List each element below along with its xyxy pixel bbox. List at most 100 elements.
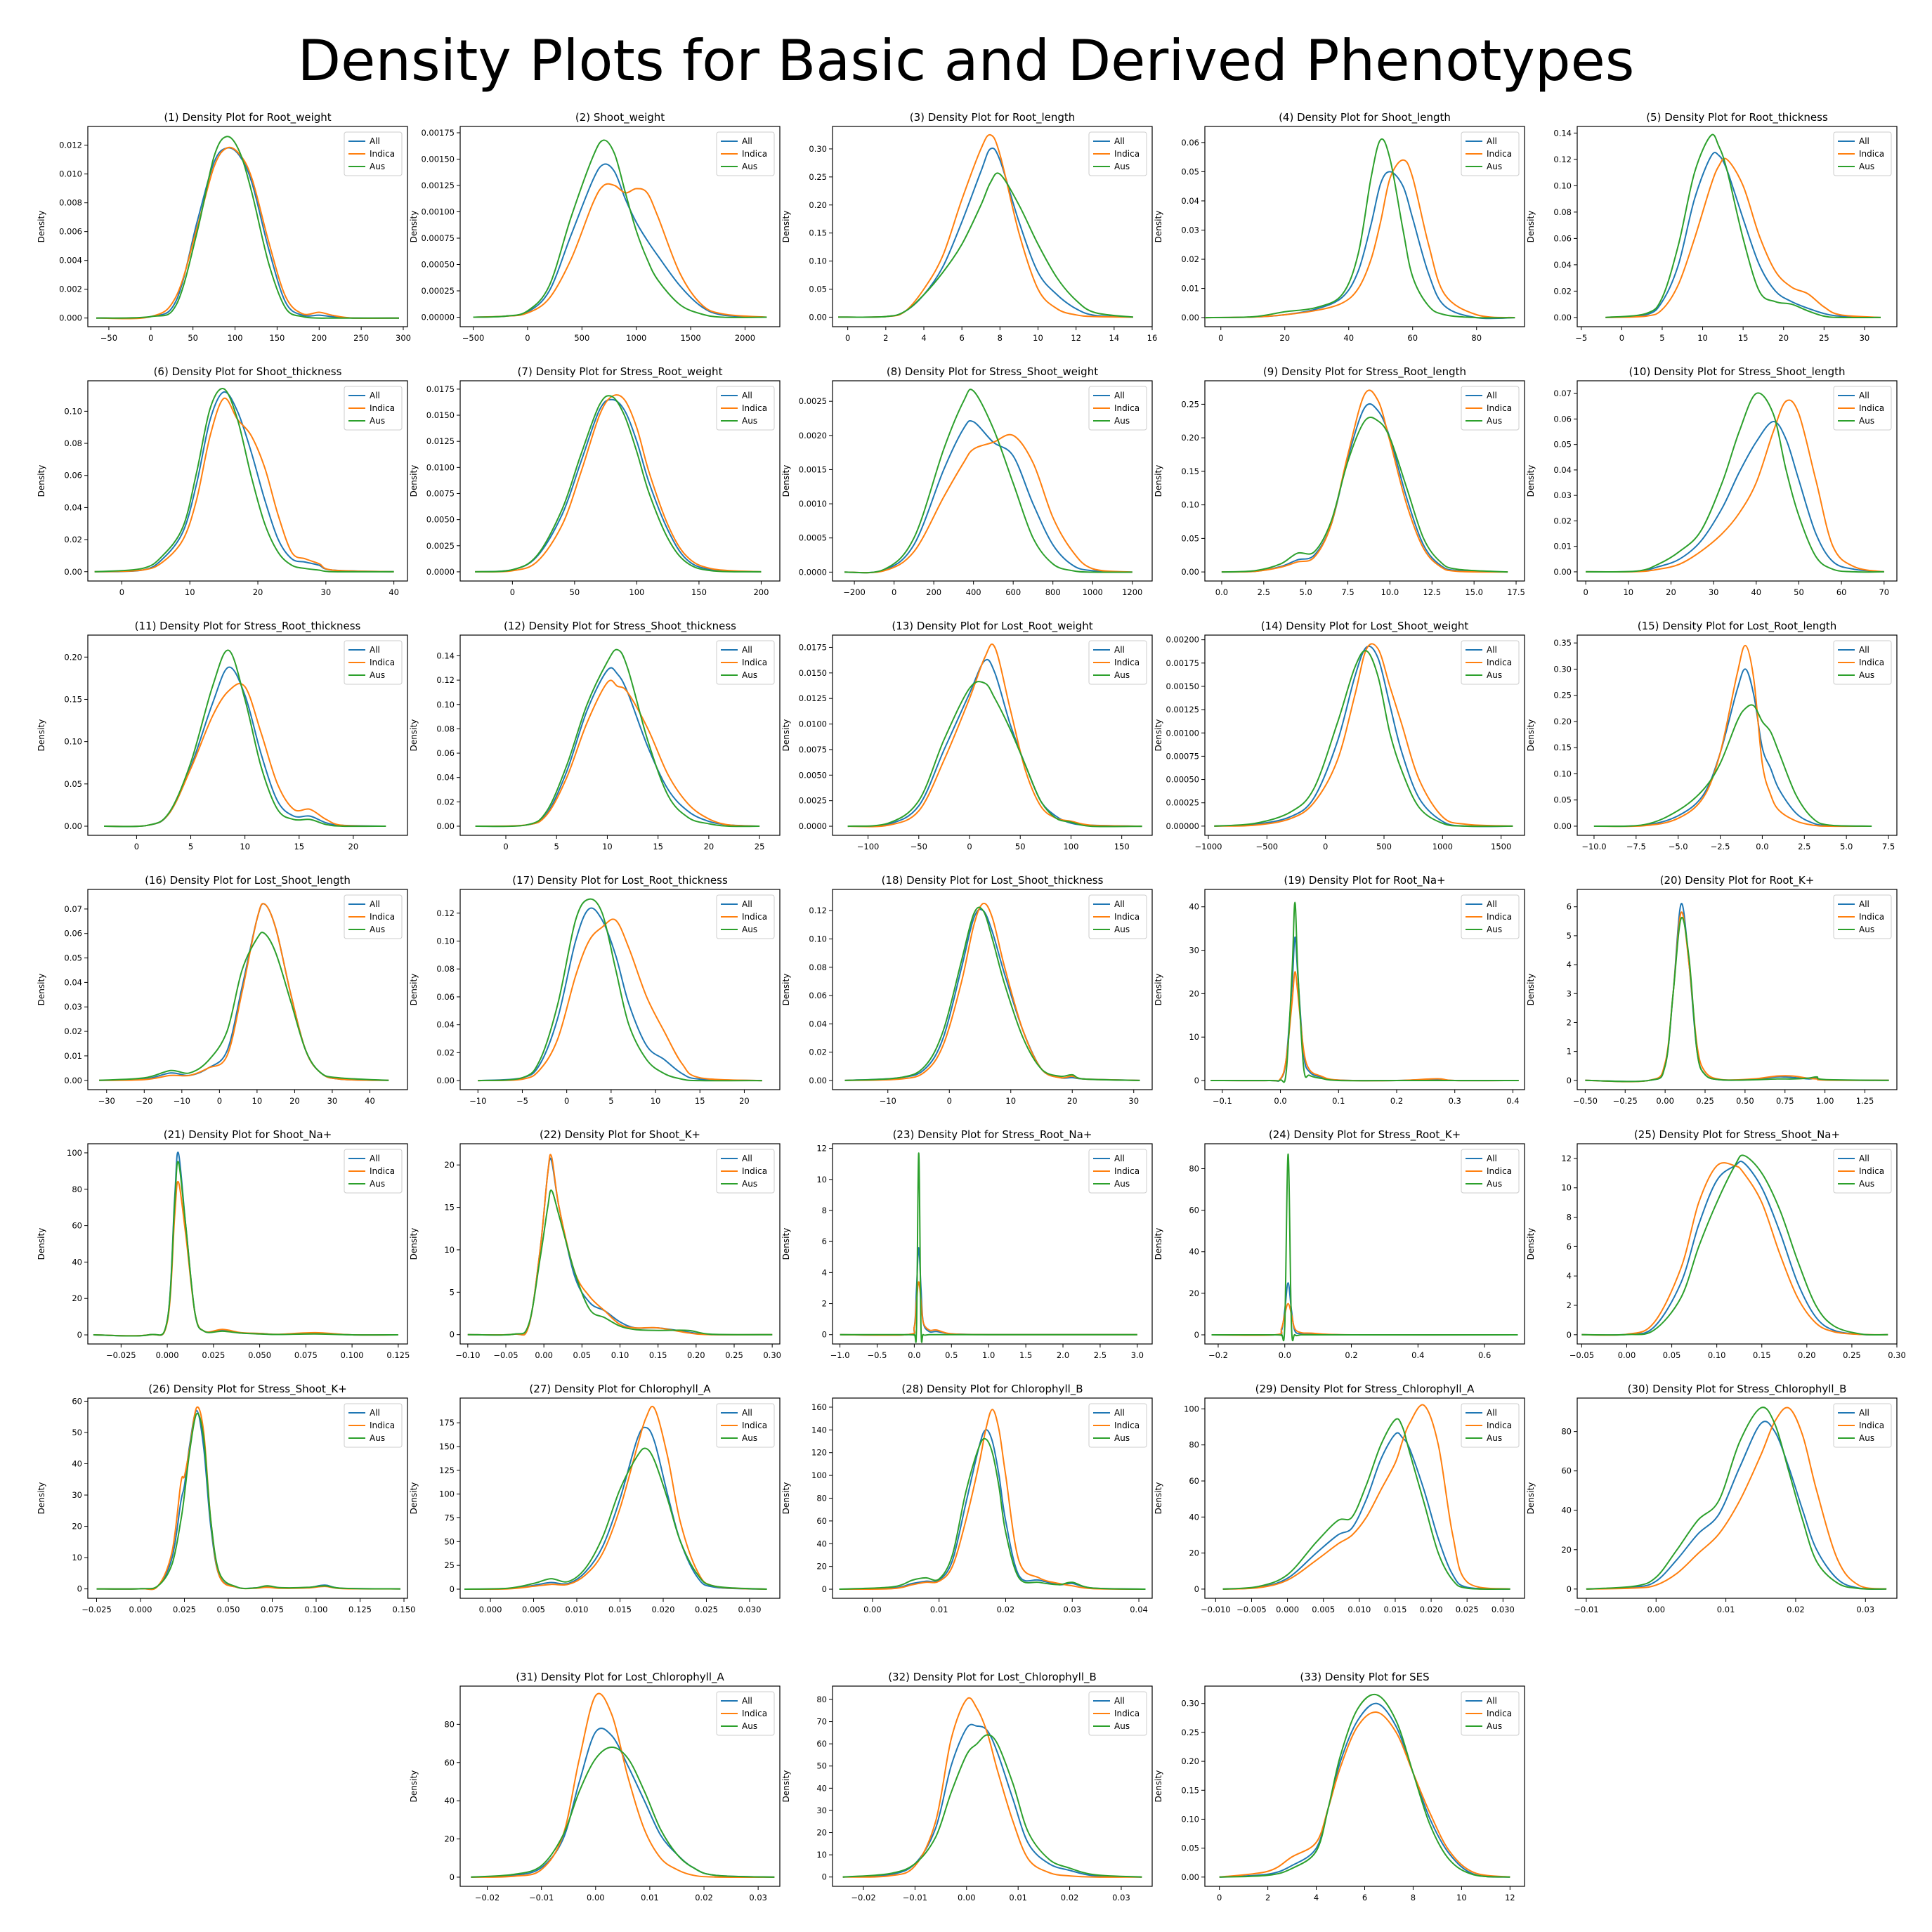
x-tick-label: 5: [188, 842, 193, 851]
legend-box: [344, 386, 403, 431]
series-line-all: [473, 163, 767, 318]
x-tick-label: 0.02: [1787, 1605, 1805, 1614]
y-tick-label: 0.30: [809, 144, 827, 154]
x-tick-label: 15: [1738, 333, 1749, 343]
legend-label-indica: Indica: [742, 1709, 767, 1718]
y-tick-label: 10: [816, 1850, 827, 1860]
subplot-title: (20) Density Plot for Root_K+: [1660, 874, 1815, 887]
legend-box: [1088, 1691, 1147, 1736]
axes-frame: [832, 126, 1153, 327]
x-tick-label: 0.02: [695, 1893, 713, 1902]
x-tick-label: 60: [1836, 587, 1847, 597]
axes-frame: [832, 380, 1153, 582]
subplot-23: (23) Density Plot for Stress_Root_Na+ −1.…: [781, 1128, 1153, 1360]
y-tick-label: 0.0015: [799, 464, 827, 474]
x-tick-label: 0.15: [649, 1350, 667, 1360]
subplot-title: (2) Shoot_weight: [575, 111, 665, 124]
x-tick-label: 1.00: [1816, 1096, 1834, 1106]
legend-label-indica: Indica: [370, 658, 395, 667]
y-axis-label: Density: [781, 211, 791, 243]
x-tick-label: −0.01: [1574, 1605, 1598, 1614]
series-line-indica: [104, 683, 386, 828]
y-tick-label: 0: [450, 1330, 455, 1340]
x-tick-label: 12: [1505, 1893, 1515, 1902]
x-tick-label: 2: [883, 333, 888, 343]
series-line-all: [94, 391, 394, 573]
x-tick-label: 0: [845, 333, 850, 343]
legend-label-indica: Indica: [1859, 1421, 1884, 1430]
x-tick-label: −2.5: [1711, 842, 1730, 851]
axes-frame: [832, 889, 1153, 1090]
legend-label-indica: Indica: [742, 403, 767, 413]
x-tick-label: 0.075: [261, 1605, 284, 1614]
series-line-aus: [1221, 417, 1508, 573]
y-tick-label: 0.004: [59, 256, 82, 266]
series-line-indica: [844, 902, 1140, 1081]
x-tick-label: 0.000: [129, 1605, 152, 1614]
y-tick-label: 6: [822, 1236, 827, 1246]
x-tick-label: −100: [857, 842, 880, 851]
axes-frame: [1204, 1397, 1525, 1599]
y-tick-label: 20: [1189, 988, 1199, 998]
series-line-all: [471, 1728, 775, 1878]
axes-frame: [459, 634, 781, 836]
y-tick-label: 0.06: [436, 992, 455, 1002]
x-tick-label: 0: [1217, 1893, 1222, 1902]
legend-label-indica: Indica: [742, 1421, 767, 1430]
x-tick-label: 0.25: [725, 1350, 743, 1360]
x-tick-label: 1500: [680, 333, 700, 343]
subplot-title: (30) Density Plot for Stress_Chlorophyll…: [1628, 1383, 1847, 1396]
series-line-all: [475, 667, 760, 828]
x-tick-label: 0.01: [641, 1893, 659, 1902]
y-tick-label: 40: [1561, 1506, 1572, 1515]
y-tick-label: 0.08: [1553, 207, 1572, 217]
series-line-indica: [1219, 1711, 1510, 1878]
y-tick-label: 5: [450, 1287, 455, 1297]
legend-label-all: All: [1859, 1408, 1869, 1418]
x-tick-label: 0.20: [1798, 1350, 1816, 1360]
y-tick-label: 0.04: [809, 1019, 827, 1029]
x-tick-label: −0.50: [1573, 1096, 1598, 1106]
x-tick-label: 500: [574, 333, 589, 343]
x-tick-label: 0.20: [687, 1350, 705, 1360]
legend-label-aus: Aus: [1859, 416, 1874, 426]
y-tick-label: 0.0000: [799, 567, 827, 577]
y-axis-label: Density: [37, 974, 46, 1006]
axes-frame: [1577, 889, 1898, 1090]
y-axis-label: Density: [37, 719, 46, 752]
x-tick-label: 100: [228, 333, 243, 343]
legend-box: [1461, 640, 1520, 685]
x-tick-label: 0.000: [1276, 1605, 1299, 1614]
y-tick-label: 0.15: [1181, 466, 1199, 476]
y-tick-label: 0.05: [1181, 1843, 1199, 1853]
x-tick-label: 2.5: [1258, 587, 1270, 597]
y-tick-label: 0.0000: [426, 567, 455, 577]
legend-label-aus: Aus: [1114, 162, 1130, 171]
x-tick-label: 17.5: [1507, 587, 1525, 597]
legend-label-indica: Indica: [1487, 149, 1512, 159]
x-tick-label: 0.025: [202, 1350, 225, 1360]
legend-label-indica: Indica: [1859, 403, 1884, 413]
y-tick-label: 40: [72, 1459, 82, 1469]
x-tick-label: 0.100: [341, 1350, 364, 1360]
legend-label-indica: Indica: [1859, 1166, 1884, 1176]
x-tick-label: 0.025: [173, 1605, 196, 1614]
subplot-title: (8) Density Plot for Stress_Shoot_weight: [887, 365, 1098, 379]
legend-label-aus: Aus: [1487, 1721, 1502, 1731]
axes-frame: [1204, 889, 1525, 1090]
x-tick-label: 300: [396, 333, 411, 343]
x-tick-label: 20: [739, 1096, 750, 1106]
subplot-7: (7) Density Plot for Stress_Root_weight 0…: [409, 365, 781, 597]
series-line-aus: [1210, 901, 1519, 1083]
y-axis-label: Density: [37, 1228, 46, 1260]
legend-label-all: All: [1114, 391, 1125, 400]
subplot-title: (27) Density Plot for Chlorophyll_A: [529, 1383, 711, 1396]
legend-label-aus: Aus: [1487, 670, 1502, 680]
legend-box: [1088, 1403, 1147, 1448]
legend-box: [716, 386, 775, 431]
x-tick-label: 0.0: [1756, 842, 1768, 851]
x-tick-label: 0.010: [1347, 1605, 1371, 1614]
legend-label-all: All: [742, 1696, 752, 1706]
legend-label-aus: Aus: [1487, 1433, 1502, 1443]
subplot-title: (5) Density Plot for Root_thickness: [1646, 111, 1828, 124]
